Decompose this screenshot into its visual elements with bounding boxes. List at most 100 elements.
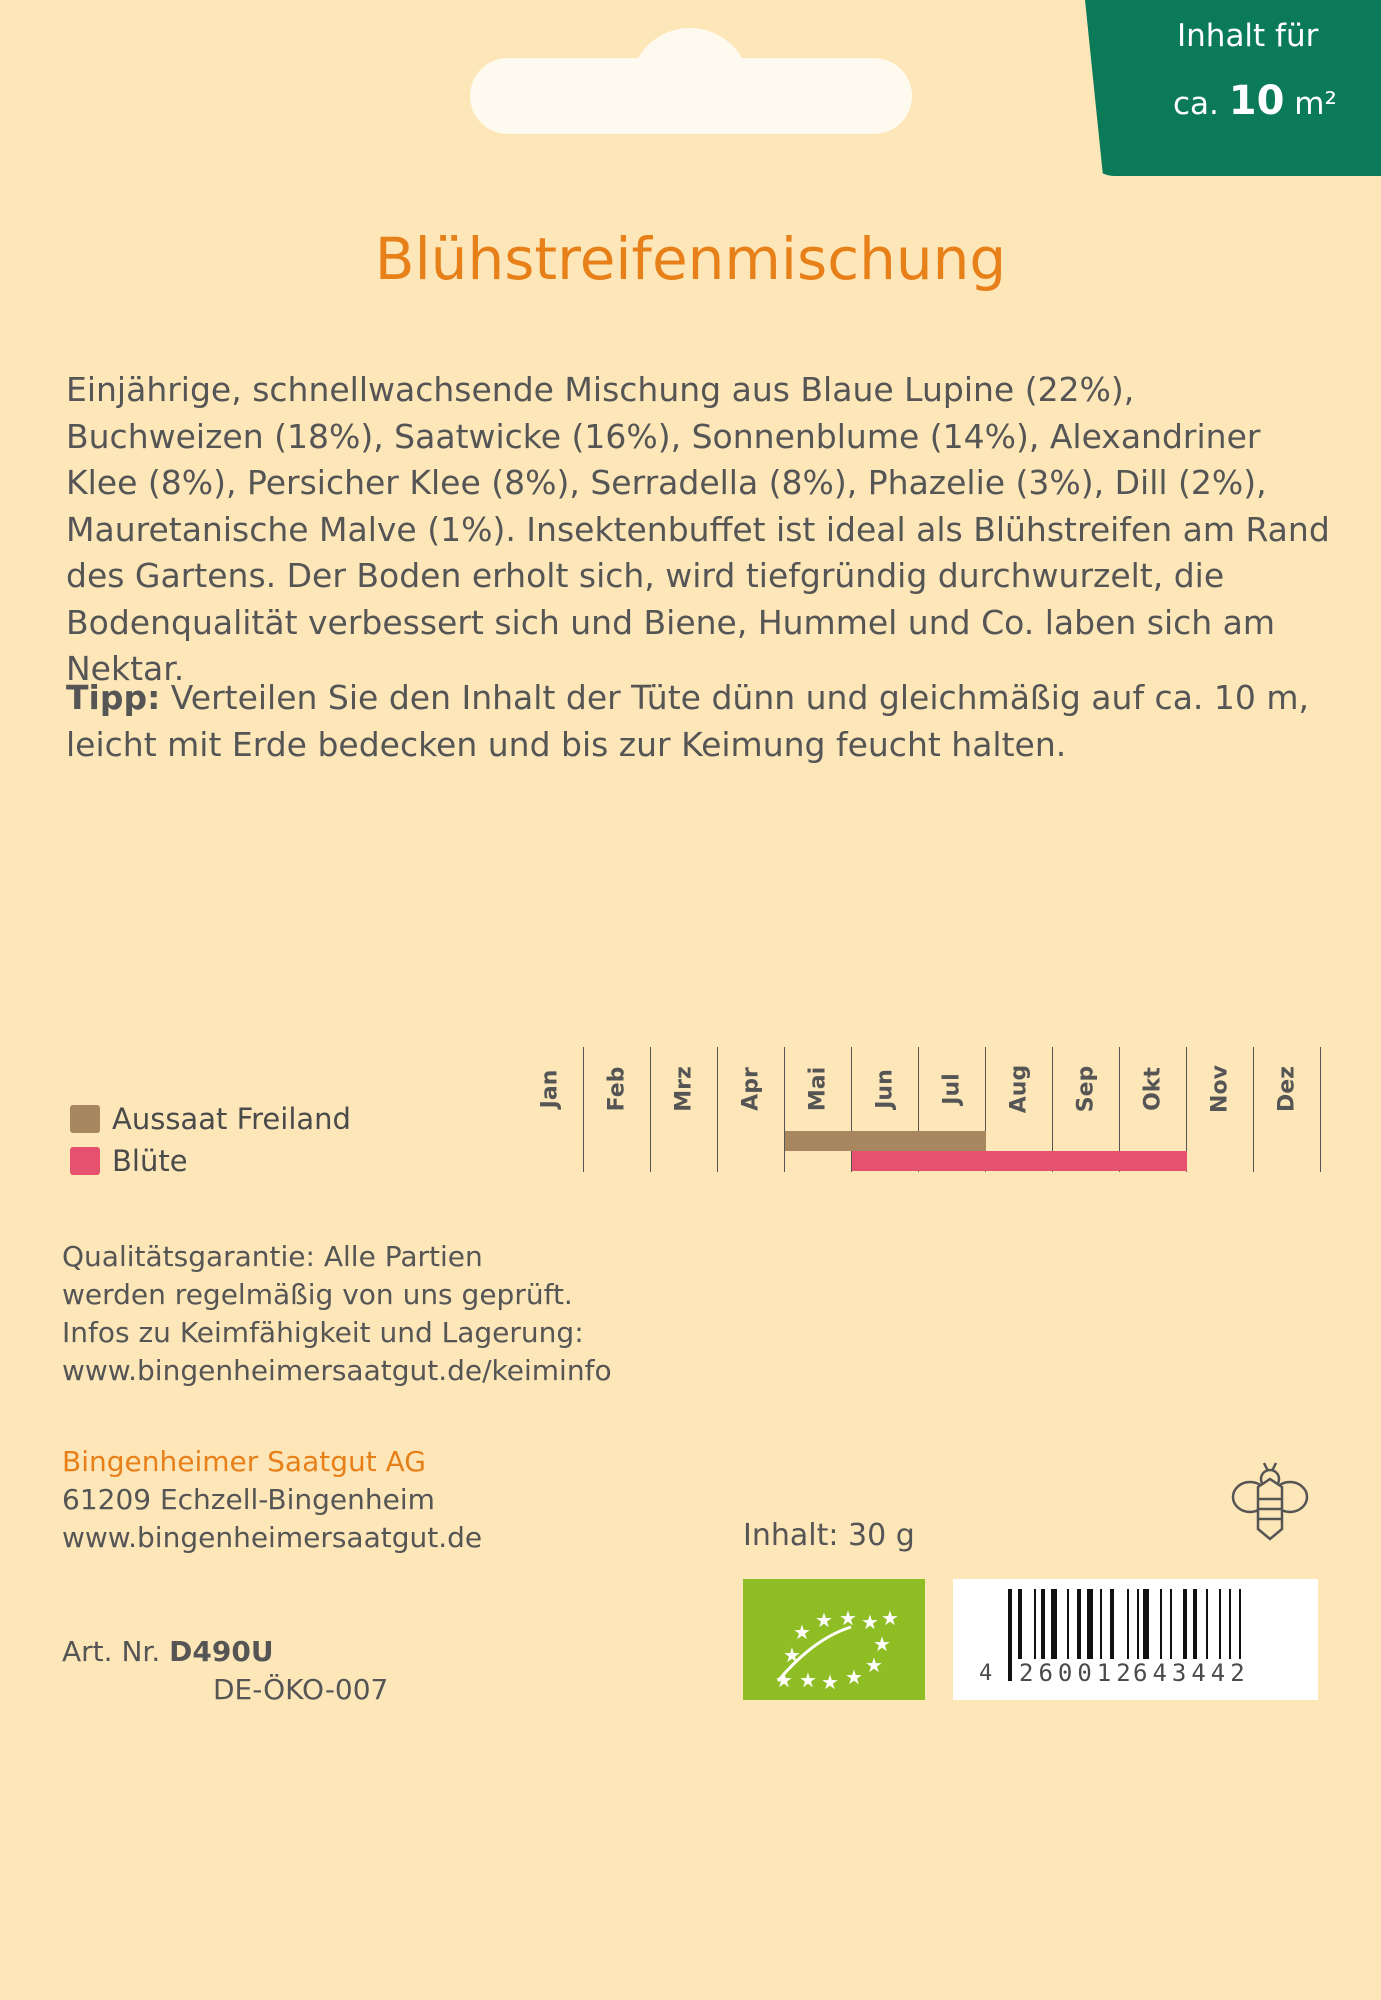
quality-line: Infos zu Keimfähigkeit und Lagerung:: [62, 1316, 584, 1349]
barcode-bar: [1067, 1589, 1070, 1681]
calendar-legend: Aussaat Freiland Blüte: [70, 1098, 351, 1182]
barcode-bar: [1182, 1589, 1187, 1681]
month-column: Mrz: [650, 1047, 718, 1172]
barcode-bar: [1100, 1589, 1103, 1681]
bee-icon: [1231, 1462, 1309, 1541]
tip-label: Tipp:: [66, 678, 161, 717]
svg-text:★: ★: [845, 1665, 863, 1689]
aussaat-bar: [852, 1131, 919, 1151]
svg-text:★: ★: [865, 1653, 883, 1677]
barcode-bar: [1239, 1589, 1241, 1681]
svg-text:★: ★: [821, 1670, 839, 1694]
month-column: Jan: [516, 1047, 584, 1172]
svg-text:★: ★: [839, 1606, 857, 1630]
svg-text:★: ★: [775, 1668, 793, 1692]
barcode-digits: 260012: [1017, 1659, 1138, 1687]
tip-text: Verteilen Sie den Inhalt der Tüte dünn u…: [66, 678, 1310, 764]
barcode-bar: [1017, 1589, 1022, 1681]
barcode-digit: 4: [979, 1661, 993, 1686]
legend-label: Aussaat Freiland: [112, 1102, 351, 1136]
month-column: Mai: [784, 1047, 852, 1172]
barcode-bars: [1008, 1589, 1278, 1681]
aussaat-bar: [919, 1131, 986, 1151]
quality-line: Qualitätsgarantie: Alle Partien: [62, 1240, 483, 1273]
month-column: Okt: [1119, 1047, 1187, 1172]
quality-note: Qualitätsgarantie: Alle Partien werden r…: [62, 1238, 612, 1390]
bluete-bar: [919, 1151, 986, 1171]
tip: Tipp: Verteilen Sie den Inhalt der Tüte …: [66, 675, 1336, 768]
badge-line1: Inhalt für: [1177, 18, 1319, 54]
bluete-bar: [852, 1151, 919, 1171]
aussaat-bar: [785, 1131, 852, 1151]
quality-line: werden regelmäßig von uns geprüft.: [62, 1278, 573, 1311]
barcode: 4 260012 643442: [953, 1579, 1318, 1700]
eu-organic-logo: ★ ★ ★ ★ ★ ★ ★★★★★★: [743, 1579, 925, 1700]
month-column: Feb: [583, 1047, 651, 1172]
barcode-bar: [1219, 1589, 1222, 1681]
barcode-bar: [1136, 1589, 1139, 1681]
barcode-bar: [1110, 1589, 1115, 1681]
barcode-digits: 643442: [1131, 1659, 1252, 1687]
badge-prefix: ca.: [1173, 86, 1219, 122]
month-label: Jul: [939, 1073, 964, 1105]
month-label: Dez: [1274, 1066, 1299, 1112]
month-label: Mrz: [671, 1066, 696, 1112]
month-column: Aug: [985, 1047, 1053, 1172]
month-column: Sep: [1052, 1047, 1120, 1172]
barcode-bar: [1041, 1589, 1045, 1681]
barcode-bar: [1126, 1589, 1129, 1681]
month-label: Jan: [537, 1069, 562, 1109]
svg-text:★: ★: [783, 1643, 801, 1667]
barcode-bar: [1192, 1589, 1197, 1681]
content-weight: Inhalt: 30 g: [743, 1518, 915, 1553]
month-column: Apr: [717, 1047, 785, 1172]
barcode-bar: [1034, 1589, 1037, 1681]
company-link[interactable]: www.bingenheimersaatgut.de: [62, 1521, 483, 1554]
bluete-bar: [1053, 1151, 1120, 1171]
legend-bluete: Blüte: [70, 1140, 351, 1182]
legend-aussaat: Aussaat Freiland: [70, 1098, 351, 1140]
article-label: Art. Nr.: [62, 1635, 161, 1668]
barcode-bar: [1229, 1589, 1232, 1681]
badge-amount: 10: [1228, 78, 1285, 124]
barcode-bar: [1008, 1589, 1012, 1681]
page-title: Blühstreifenmischung: [374, 225, 1007, 293]
month-label: Feb: [604, 1066, 629, 1112]
aussaat-swatch: [70, 1105, 100, 1133]
svg-text:★: ★: [873, 1632, 891, 1656]
company-address: 61209 Echzell-Bingenheim: [62, 1483, 435, 1516]
barcode-bar: [1206, 1589, 1208, 1681]
company-info: Bingenheimer Saatgut AG 61209 Echzell-Bi…: [62, 1443, 482, 1557]
badge-line2: ca. 10 m²: [1173, 78, 1337, 124]
barcode-bar: [1159, 1589, 1162, 1681]
bluete-bar: [986, 1151, 1053, 1171]
svg-text:★: ★: [799, 1668, 817, 1692]
svg-text:★: ★: [881, 1606, 899, 1630]
content-badge: Inhalt für ca. 10 m²: [1085, 0, 1381, 176]
article-number: Art. Nr. D490U: [62, 1633, 274, 1671]
month-column: Dez: [1253, 1047, 1321, 1172]
svg-text:★: ★: [793, 1620, 811, 1644]
month-label: Apr: [738, 1067, 763, 1111]
month-column: Nov: [1186, 1047, 1254, 1172]
barcode-bar: [1087, 1589, 1094, 1681]
barcode-bar: [1050, 1589, 1057, 1681]
month-column: Jun: [851, 1047, 919, 1172]
month-column: Jul: [918, 1047, 986, 1172]
organic-control-code: DE-ÖKO-007: [213, 1673, 389, 1706]
keiminfo-link[interactable]: www.bingenheimersaatgut.de/keiminfo: [62, 1354, 612, 1387]
legend-label: Blüte: [112, 1144, 188, 1178]
month-label: Nov: [1207, 1065, 1232, 1113]
barcode-bar: [1143, 1589, 1150, 1681]
month-label: Okt: [1140, 1067, 1165, 1111]
bluete-bar: [1120, 1151, 1187, 1171]
svg-text:★: ★: [861, 1610, 879, 1634]
article-value: D490U: [169, 1635, 274, 1668]
barcode-bar: [1077, 1589, 1082, 1681]
barcode-bar: [1169, 1589, 1172, 1681]
month-label: Jun: [872, 1069, 897, 1109]
month-label: Sep: [1073, 1065, 1098, 1113]
badge-unit: m²: [1294, 86, 1337, 122]
bluete-swatch: [70, 1147, 100, 1175]
